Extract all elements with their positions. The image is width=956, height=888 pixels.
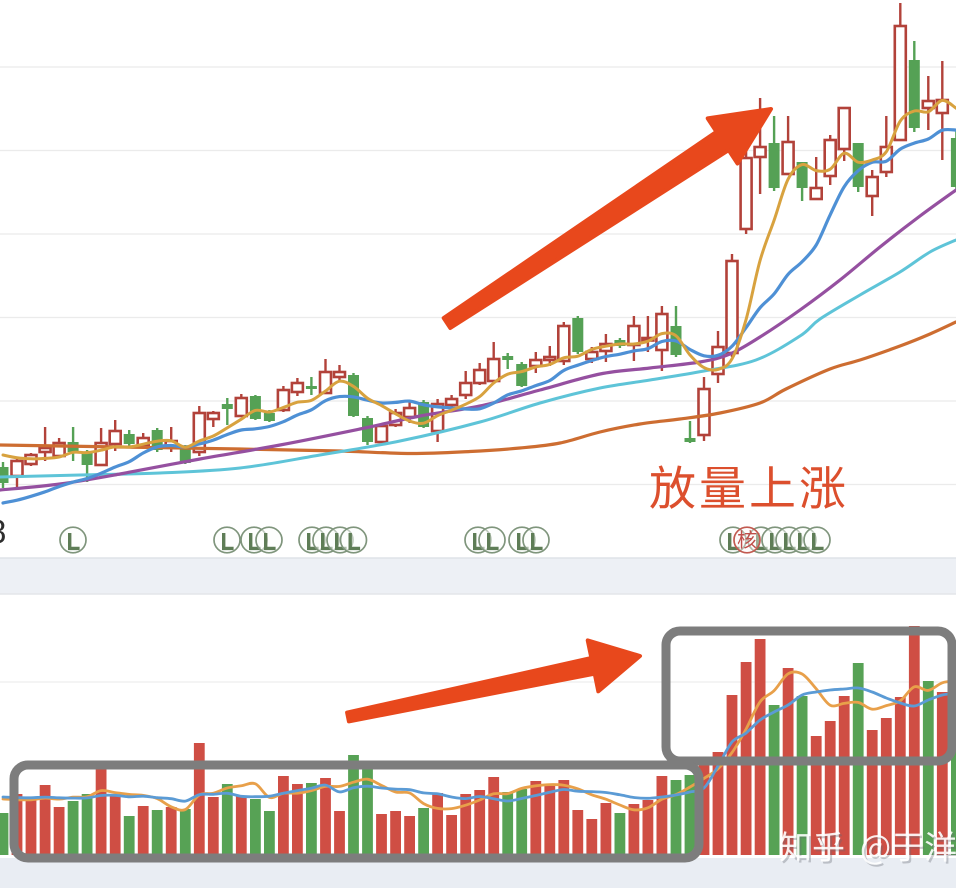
svg-text:8: 8 xyxy=(0,513,6,550)
